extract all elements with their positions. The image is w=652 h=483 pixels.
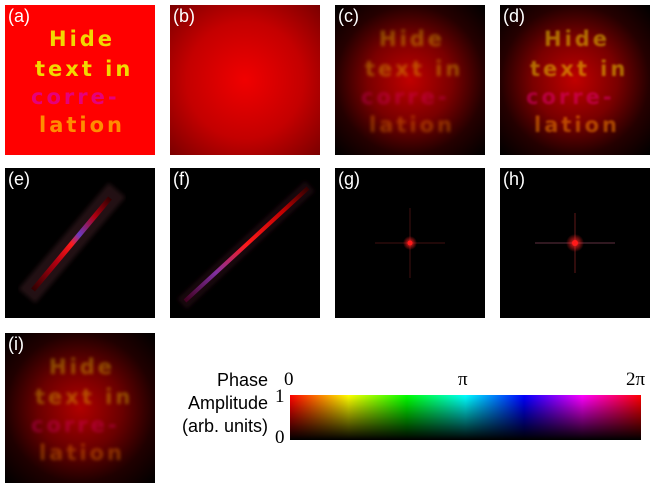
panel-f: (f) — [170, 168, 320, 318]
diagonal-streak — [177, 180, 315, 310]
text-line-1: Hide — [49, 355, 116, 379]
panel-d-label: (d) — [503, 6, 525, 26]
panel-b: (b) — [170, 5, 320, 155]
phase-tick-2pi: 2π — [626, 369, 646, 390]
text-line-4: lation — [534, 113, 620, 137]
text-line-4: lation — [39, 441, 125, 465]
panel-b-label: (b) — [173, 6, 195, 26]
amplitude-tick-1: 1 — [275, 386, 285, 407]
amplitude-label: Amplitude — [187, 393, 268, 413]
text-line-4: lation — [369, 113, 455, 137]
panel-h-label: (h) — [503, 169, 525, 189]
text-line-2: text in — [530, 57, 629, 81]
panel-f-label: (f) — [173, 169, 190, 189]
panel-d: (d) Hide text in corre- lation — [500, 5, 650, 155]
phase-amplitude-colorbar — [290, 395, 641, 440]
text-line-2: text in — [35, 57, 134, 81]
text-line-1: Hide — [544, 27, 611, 51]
faint-text-block: Hide text in corre- lation — [335, 5, 485, 155]
panel-a: (a) Hide text in corre- lation — [5, 5, 155, 155]
units-label: (arb. units) — [181, 416, 268, 436]
phase-tick-pi: π — [458, 369, 468, 390]
panel-c-label: (c) — [338, 6, 359, 26]
panel-i-label: (i) — [8, 334, 24, 354]
panel-i: (i) Hide text in corre- lation — [5, 333, 155, 483]
text-line-2: text in — [35, 385, 134, 409]
panel-a-label: (a) — [8, 6, 30, 26]
faint-text-block: Hide text in corre- lation — [5, 333, 155, 483]
faint-text-block: Hide text in corre- lation — [500, 5, 650, 155]
central-peak — [535, 213, 615, 273]
text-line-3: corre- — [31, 85, 120, 109]
text-line-1: Hide — [379, 27, 446, 51]
panel-h: (h) — [500, 168, 650, 318]
text-line-1: Hide — [49, 27, 116, 51]
text-line-3: corre- — [526, 85, 615, 109]
amplitude-tick-0: 0 — [275, 427, 285, 448]
panel-e-label: (e) — [8, 169, 30, 189]
panel-g: (g) — [335, 168, 485, 318]
central-peak — [375, 208, 445, 278]
phase-tick-0: 0 — [284, 369, 294, 390]
text-line-3: corre- — [31, 413, 120, 437]
panel-g-label: (g) — [338, 169, 360, 189]
hidden-text-block: Hide text in corre- lation — [5, 5, 155, 155]
text-line-3: corre- — [361, 85, 450, 109]
text-line-4: lation — [39, 113, 125, 137]
diagonal-streak — [18, 182, 126, 304]
text-line-2: text in — [365, 57, 464, 81]
phase-label: Phase — [216, 370, 268, 390]
panel-e: (e) — [5, 168, 155, 318]
panel-c: (c) Hide text in corre- lation — [335, 5, 485, 155]
